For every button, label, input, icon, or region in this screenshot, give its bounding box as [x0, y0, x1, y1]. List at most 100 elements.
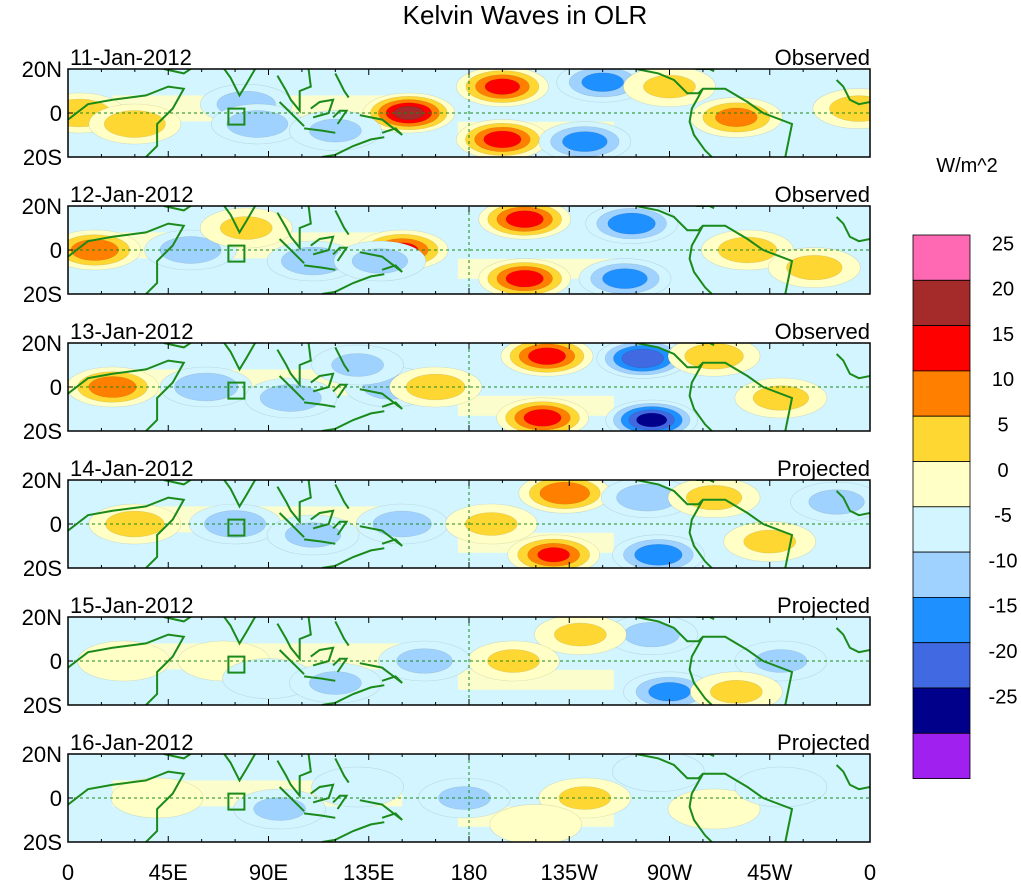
y-tick-label: 0: [50, 238, 62, 263]
anomaly-contour: [648, 682, 691, 702]
panel-label: Projected: [777, 456, 870, 481]
coastline: [696, 754, 715, 758]
coastline: [332, 109, 349, 125]
anomaly-contour: [562, 131, 608, 152]
coastline: [359, 251, 403, 273]
colorbar-swatch: [912, 234, 971, 281]
anomaly-contour: [710, 679, 763, 704]
region-box: [227, 244, 246, 263]
coastline: [68, 222, 186, 294]
anomaly-contour: [253, 797, 306, 821]
panel-date: 16-Jan-2012: [70, 730, 194, 755]
anomaly-contour: [621, 348, 665, 369]
coastline: [332, 657, 349, 673]
coastline: [310, 783, 335, 804]
panel-date: 15-Jan-2012: [70, 593, 194, 618]
colorbar-label: 20: [992, 279, 1014, 301]
panels-group: 20N 0 20S 11-Jan-2012 Observed 20N 0 20S 12-Jan-…: [22, 45, 871, 855]
y-tick-label: 0: [50, 375, 62, 400]
coastline: [276, 69, 312, 114]
coastline: [276, 480, 312, 525]
anomaly-contour: [489, 804, 583, 842]
coastline: [359, 114, 403, 136]
coastline: [223, 69, 259, 98]
anomaly-contour: [523, 409, 562, 427]
coastline: [276, 343, 312, 388]
colorbar-label: -10: [989, 550, 1018, 572]
coastline: [835, 490, 870, 517]
coastline: [688, 773, 713, 842]
anomaly-contour: [612, 754, 705, 792]
coastline: [310, 646, 335, 667]
x-tick-label: 135E: [343, 860, 394, 885]
anomaly-contour: [464, 512, 518, 536]
panel-1: 20N 0 20S 11-Jan-2012 Observed: [22, 45, 871, 170]
panel-6: 20N 0 20S 16-Jan-2012 Projected: [22, 730, 871, 855]
panel-label: Observed: [775, 45, 870, 70]
coastline: [334, 72, 350, 99]
coastline: [696, 480, 715, 484]
colorbar-label: -25: [989, 686, 1018, 708]
anomaly-contour: [259, 384, 322, 412]
panel-label: Projected: [777, 593, 870, 618]
coastline: [223, 480, 259, 509]
coastline: [688, 88, 713, 157]
y-tick-label: 20N: [22, 468, 62, 493]
x-tick-label: 90E: [249, 860, 288, 885]
coastline: [310, 372, 335, 393]
anomaly-contour: [103, 110, 166, 138]
anomaly-contour: [743, 529, 797, 554]
colorbar-swatch: [912, 461, 971, 508]
coastline: [359, 662, 403, 684]
colorbar-label: -15: [989, 596, 1018, 618]
colorbar-swatch: [912, 325, 971, 372]
y-tick-label: 20N: [22, 331, 62, 356]
coastline: [276, 617, 312, 662]
anomaly-contour: [219, 216, 273, 240]
coastline: [835, 79, 870, 106]
anomaly-contour: [372, 510, 432, 538]
coastline: [359, 525, 403, 547]
coastline: [321, 410, 385, 431]
coastline: [688, 499, 713, 568]
anomaly-contour: [829, 95, 870, 122]
chart-title: Kelvin Waves in OLR: [403, 0, 648, 30]
coastline: [163, 69, 193, 75]
coastline: [696, 343, 715, 347]
panel-5: 20N 0 20S 15-Jan-2012 Projected: [22, 593, 871, 718]
anomaly-contour: [309, 671, 362, 695]
coastline: [334, 209, 350, 236]
anomaly-contour: [685, 485, 743, 511]
y-tick-label: 20S: [23, 419, 62, 444]
coastline: [334, 757, 350, 784]
region-box: [227, 381, 246, 400]
panel-2: 20N 0 20S 12-Jan-2012 Observed: [22, 182, 871, 307]
colorbar-swatch: [912, 687, 971, 734]
colorbar-swatch: [912, 597, 971, 644]
panel-4: 20N 0 20S 14-Jan-2012 Projected: [22, 456, 871, 581]
colorbar-swatch: [912, 551, 971, 598]
coastline: [359, 799, 403, 821]
coastline: [334, 346, 350, 373]
anomaly-contour: [808, 489, 865, 515]
panel-field: [68, 206, 870, 294]
colorbar-swatch: [912, 415, 971, 462]
y-tick-label: 20S: [23, 556, 62, 581]
x-tick-label: 135W: [541, 860, 599, 885]
y-tick-label: 20N: [22, 57, 62, 82]
coastline: [163, 617, 193, 623]
panel-date: 11-Jan-2012: [70, 45, 192, 70]
coastline: [359, 388, 403, 410]
coastline: [321, 684, 385, 705]
x-tick-label: 90W: [647, 860, 692, 885]
anomaly-contour: [537, 547, 570, 563]
anomaly-contour: [505, 210, 544, 228]
coastline: [321, 547, 385, 568]
coastline: [835, 216, 870, 243]
coastline: [276, 206, 312, 251]
anomaly-contour: [484, 78, 521, 95]
coastline: [303, 812, 336, 819]
colorbar: W/m^2 25 20 15 10 5 0 -5 -10 -15 -20 -25: [912, 155, 1018, 779]
x-tick-label: 45E: [149, 860, 188, 885]
